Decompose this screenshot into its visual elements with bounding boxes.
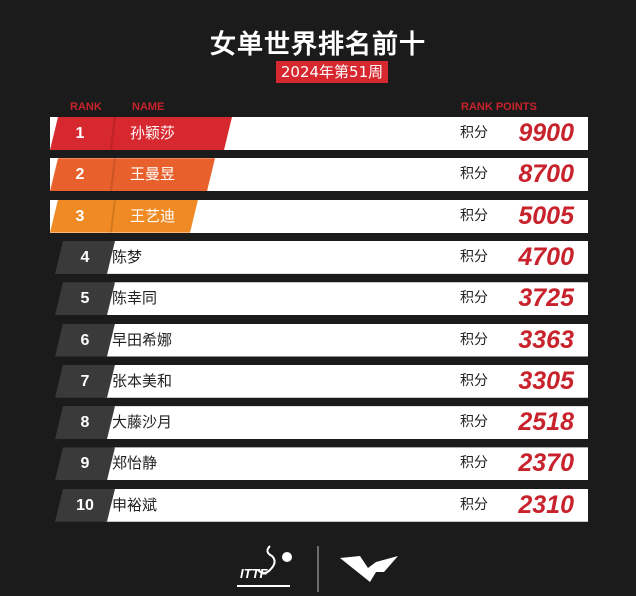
rank-band [50, 200, 198, 233]
ranking-row: 9 郑怡静 积分 2370 [50, 447, 588, 481]
page-title: 女单世界排名前十 [209, 30, 426, 60]
points-value: 2310 [518, 490, 574, 519]
points-value: 3725 [518, 284, 574, 313]
points-value: 5005 [518, 201, 574, 230]
week-badge: 2024年第51周 [276, 61, 388, 83]
points-label: 积分 [460, 166, 488, 183]
player-name: 张本美和 [112, 371, 173, 390]
player-name: 大藤沙月 [112, 413, 173, 432]
row-background [105, 447, 588, 481]
wtt-logo [340, 556, 398, 582]
rank-band [55, 447, 115, 480]
rank-number: 3 [75, 207, 85, 225]
rank-band [55, 241, 115, 274]
row-background [105, 364, 588, 398]
svg-text:ITTF: ITTF [240, 566, 268, 581]
player-name: 陈梦 [112, 247, 143, 266]
rank-number: 6 [80, 331, 90, 349]
rank-number: 7 [80, 372, 90, 390]
points-value: 3305 [518, 366, 574, 395]
ranking-row: 6 早田希娜 积分 3363 [50, 323, 588, 357]
ranking-row: 10 申裕斌 积分 2310 [50, 488, 588, 522]
header-points: RANK POINTS [461, 101, 537, 113]
rank-band [50, 158, 215, 191]
player-name: 孙颖莎 [130, 124, 176, 142]
points-label: 积分 [460, 414, 488, 431]
band-divider [110, 117, 116, 150]
rank-band [55, 324, 115, 357]
row-background [105, 323, 588, 357]
rank-number: 8 [80, 414, 90, 432]
points-value: 4700 [518, 242, 574, 271]
points-value: 3363 [518, 325, 574, 354]
points-value: 9900 [518, 119, 574, 147]
rank-number: 5 [80, 290, 90, 308]
ranking-row: 4 陈梦 积分 4700 [50, 240, 588, 274]
rank-band [50, 117, 232, 150]
rank-number: 1 [75, 125, 85, 142]
points-label: 积分 [460, 207, 488, 224]
logos-svg: ITTF [237, 545, 398, 592]
row-background [105, 240, 588, 274]
rank-number: 9 [80, 455, 90, 473]
rank-number: 2 [75, 166, 85, 184]
player-name: 申裕斌 [112, 495, 158, 514]
footer-logos: ITTF [0, 540, 636, 592]
rank-band [55, 282, 115, 315]
points-label: 积分 [460, 372, 488, 389]
header-name: NAME [132, 101, 165, 113]
points-label: 积分 [460, 290, 488, 307]
ranking-row: 3 王艺迪 积分 5005 [50, 199, 588, 233]
points-label: 积分 [460, 331, 488, 348]
rank-number: 10 [76, 496, 94, 514]
points-value: 2518 [518, 408, 574, 437]
ranking-row: 7 张本美和 积分 3305 [50, 364, 588, 398]
points-value: 8700 [518, 160, 574, 189]
rank-number: 4 [80, 248, 90, 266]
row-background [105, 406, 588, 440]
player-name: 郑怡静 [112, 454, 158, 473]
ranking-row: 1 孙颖莎 积分 9900 [50, 117, 588, 150]
band-divider [110, 199, 116, 233]
row-background [105, 282, 588, 316]
points-label: 积分 [460, 496, 488, 513]
header-rank: RANK [70, 101, 102, 113]
points-label: 积分 [460, 248, 488, 265]
row-background [105, 488, 588, 522]
ranking-row: 2 王曼昱 积分 8700 [50, 158, 588, 192]
ranking-row: 5 陈幸同 积分 3725 [50, 282, 588, 316]
player-name: 王曼昱 [130, 165, 176, 184]
points-value: 2370 [518, 449, 574, 478]
player-name: 王艺迪 [130, 206, 176, 225]
rank-band [55, 489, 115, 522]
points-label: 积分 [460, 125, 488, 141]
band-divider [110, 158, 116, 192]
rank-band [55, 365, 115, 398]
points-label: 积分 [460, 455, 488, 472]
ranking-row: 8 大藤沙月 积分 2518 [50, 406, 588, 440]
player-name: 早田希娜 [112, 330, 173, 349]
ittf-logo: ITTF [237, 545, 292, 587]
player-name: 陈幸同 [112, 289, 158, 308]
rank-band [55, 406, 115, 439]
